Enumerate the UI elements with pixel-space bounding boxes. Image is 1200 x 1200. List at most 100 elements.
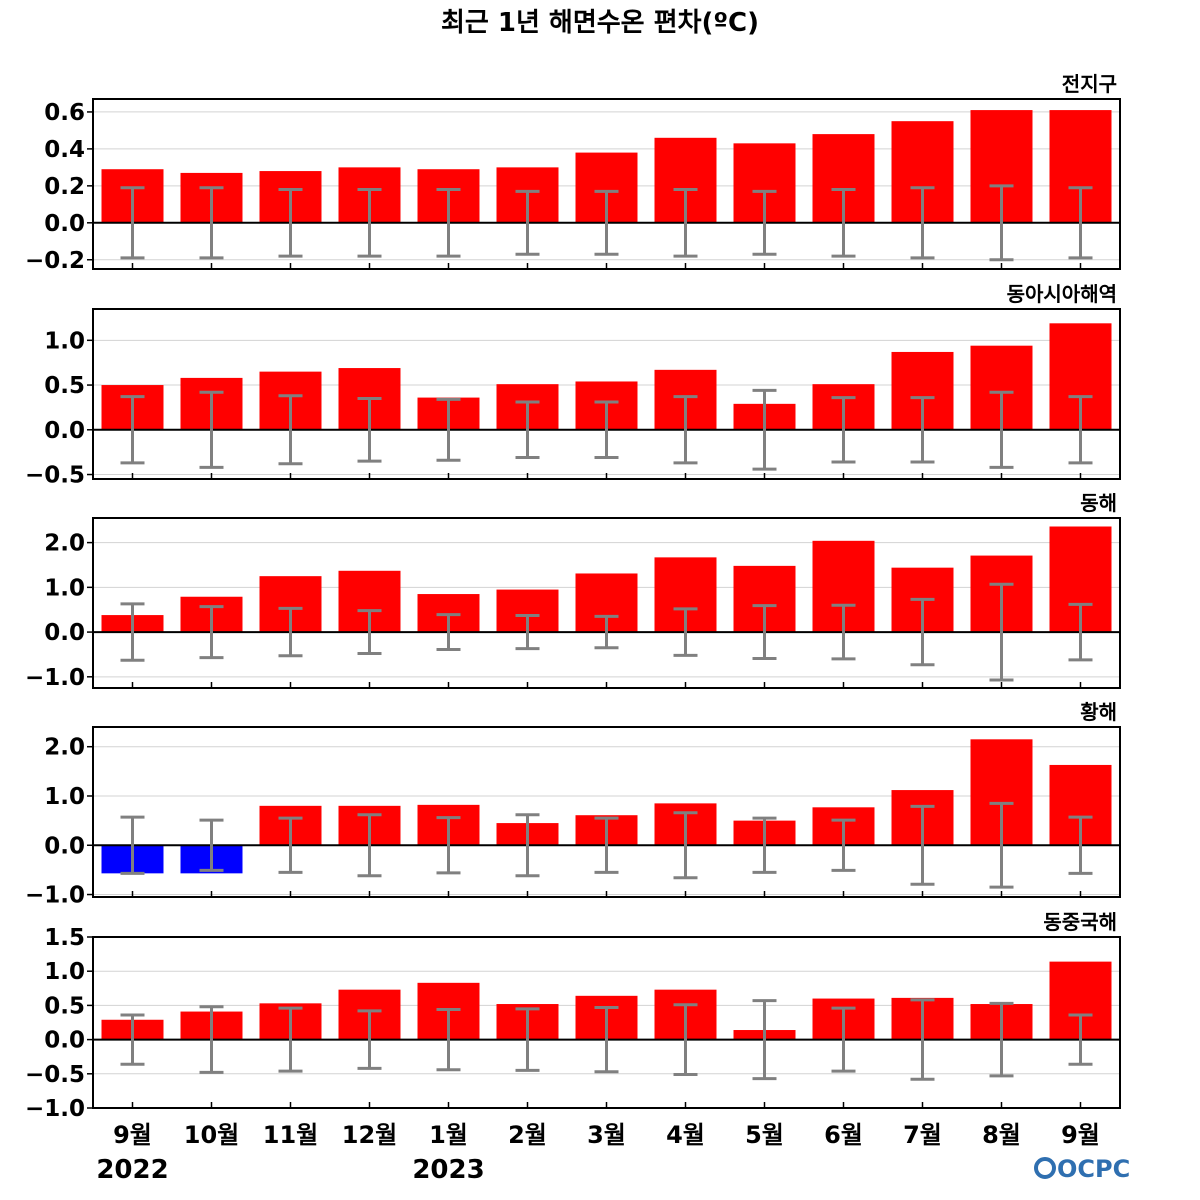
y-tick-label: 0.0 xyxy=(44,418,85,444)
error-bar xyxy=(515,189,540,256)
panel-title: 동중국해 xyxy=(1043,910,1117,934)
error-bar xyxy=(120,602,145,662)
y-tick-label: 1.0 xyxy=(44,784,85,810)
error-bar xyxy=(1068,395,1093,465)
error-bar xyxy=(831,603,856,661)
y-tick-label: 1.0 xyxy=(44,959,85,985)
error-bar xyxy=(357,609,382,656)
error-bar xyxy=(515,1007,540,1072)
error-bar xyxy=(989,184,1014,262)
y-tick-label: 0.0 xyxy=(44,833,85,859)
month-label: 9월 xyxy=(1061,1121,1100,1149)
month-label: 7월 xyxy=(903,1121,942,1149)
error-bar xyxy=(752,189,777,256)
panel-title: 황해 xyxy=(1080,700,1117,724)
y-tick-label: 0.0 xyxy=(44,211,85,237)
error-bar xyxy=(910,998,935,1081)
error-bar xyxy=(436,1008,461,1072)
error-bar xyxy=(357,813,382,878)
y-tick-label: 0.0 xyxy=(44,620,85,646)
error-bar xyxy=(594,400,619,460)
error-bar xyxy=(1068,186,1093,260)
error-bar xyxy=(515,813,540,878)
y-tick-label: −1.0 xyxy=(25,1096,85,1122)
error-bar xyxy=(673,811,698,880)
panel-frame xyxy=(92,517,1121,689)
month-label: 11월 xyxy=(263,1121,318,1149)
error-bar xyxy=(752,388,777,471)
error-bar xyxy=(357,396,382,463)
error-bar xyxy=(1068,1013,1093,1066)
panel-title: 동아시아해역 xyxy=(1007,282,1117,306)
error-bar xyxy=(673,1003,698,1076)
error-bar xyxy=(752,999,777,1081)
error-bar xyxy=(436,188,461,258)
month-label: 5월 xyxy=(745,1121,784,1149)
error-bar xyxy=(278,394,303,466)
error-bar xyxy=(199,605,224,660)
panel-frame xyxy=(92,726,1121,898)
error-bar xyxy=(1068,602,1093,662)
error-bar xyxy=(278,816,303,874)
y-tick-label: −0.5 xyxy=(25,1062,85,1088)
error-bar xyxy=(357,188,382,258)
panel: 황해 −1.0 0.0 1.0 2.0 xyxy=(25,700,1121,909)
error-bar xyxy=(594,189,619,256)
error-bar xyxy=(515,400,540,460)
error-bar xyxy=(752,604,777,660)
month-label: 2월 xyxy=(508,1121,547,1149)
error-bar xyxy=(989,801,1014,889)
y-tick-label: 0.5 xyxy=(44,373,85,399)
error-bar xyxy=(199,186,224,260)
error-bar xyxy=(594,614,619,650)
error-bar xyxy=(831,396,856,464)
error-bar xyxy=(910,396,935,464)
month-label: 6월 xyxy=(824,1121,863,1149)
y-tick-label: −1.0 xyxy=(25,883,85,909)
month-label: 4월 xyxy=(666,1121,705,1149)
error-bar xyxy=(199,818,224,872)
panel: 동아시아해역 −0.5 0.0 0.5 1.0 xyxy=(25,282,1121,489)
error-bar xyxy=(515,614,540,651)
error-bar xyxy=(989,1001,1014,1078)
y-tick-label: 0.0 xyxy=(44,1028,85,1054)
logo-text: OCPC xyxy=(1057,1155,1130,1183)
y-tick-label: 2.0 xyxy=(44,735,85,761)
y-tick-label: 1.0 xyxy=(44,328,85,354)
error-bar xyxy=(278,1006,303,1073)
panels: 전지구−0.20.00.20.40.6동아시아해역−0.50.00.51.0동해… xyxy=(25,72,1121,1122)
y-tick-label: −1.0 xyxy=(25,665,85,691)
month-label: 10월 xyxy=(184,1121,239,1149)
y-tick-label: 0.4 xyxy=(44,137,85,163)
y-tick-label: 1.5 xyxy=(44,925,85,951)
y-tick-label: 0.2 xyxy=(44,174,85,200)
error-bar xyxy=(831,188,856,258)
error-bar xyxy=(120,1013,145,1066)
y-tick-label: −0.2 xyxy=(25,248,85,274)
error-bar xyxy=(120,395,145,465)
error-bar xyxy=(120,186,145,260)
month-label: 3월 xyxy=(587,1121,626,1149)
error-bar xyxy=(831,1006,856,1073)
error-bar xyxy=(673,607,698,657)
chart-title: 최근 1년 해면수온 편차(ºC) xyxy=(441,8,759,38)
logo-ring-icon xyxy=(1034,1157,1056,1179)
month-label: 9월 xyxy=(113,1121,152,1149)
panel: 전지구 −0.2 0.0 0.2 0.4 0.6 xyxy=(25,72,1121,274)
error-bar xyxy=(910,804,935,886)
panel-title: 전지구 xyxy=(1062,72,1117,96)
panel-frame xyxy=(92,98,1121,270)
error-bar xyxy=(752,816,777,874)
error-bar xyxy=(357,1009,382,1070)
error-bar xyxy=(910,186,935,260)
error-bar xyxy=(199,1005,224,1074)
month-label: 12월 xyxy=(342,1121,397,1149)
error-bar xyxy=(594,816,619,874)
ocpc-logo: OCPC xyxy=(1034,1155,1130,1183)
panel: 동중국해 −1.0 −0.5 0.0 0.5 1.0 1.5 xyxy=(25,910,1121,1122)
error-bar xyxy=(278,606,303,658)
error-bar xyxy=(594,1005,619,1074)
panel-title: 동해 xyxy=(1080,491,1117,515)
error-bar xyxy=(673,395,698,465)
